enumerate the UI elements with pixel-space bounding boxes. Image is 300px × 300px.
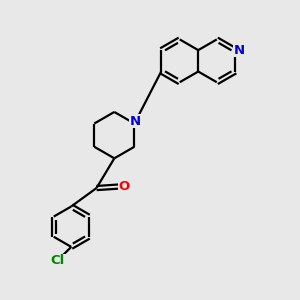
Text: Cl: Cl xyxy=(51,254,65,267)
Text: N: N xyxy=(233,44,244,57)
Text: N: N xyxy=(129,115,141,128)
Text: O: O xyxy=(118,180,130,193)
